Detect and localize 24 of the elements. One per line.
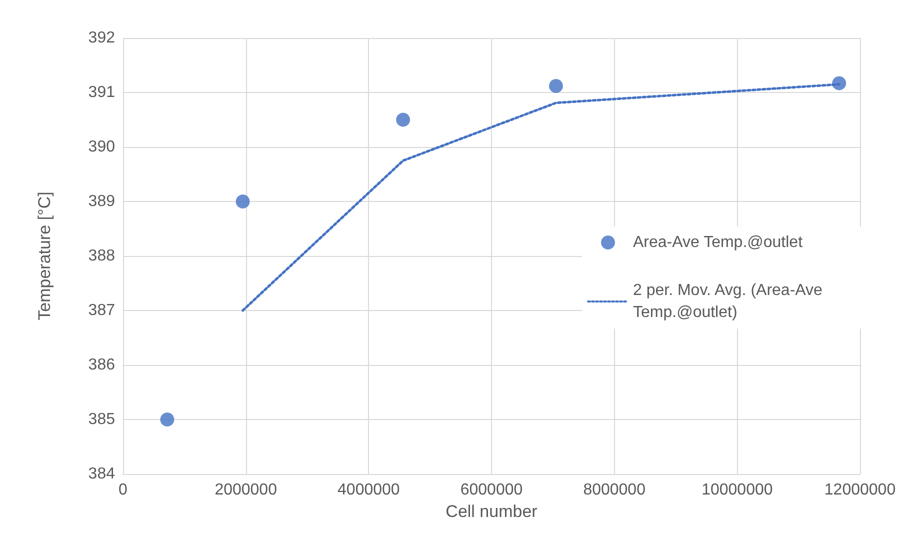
legend-label: Area-Ave Temp.@outlet [633, 234, 804, 251]
y-tick-label: 392 [88, 30, 116, 46]
y-axis-title: Temperature [°C] [35, 192, 54, 320]
y-tick-label: 390 [88, 138, 116, 156]
y-tick-label: 391 [88, 84, 116, 101]
y-tick-label: 384 [88, 466, 116, 482]
x-tick-label: 8000000 [583, 482, 646, 498]
x-tick-label: 6000000 [460, 482, 523, 498]
x-axis-title: Cell number [446, 502, 538, 521]
point [236, 194, 250, 208]
x-tick-label: 2000000 [214, 482, 278, 498]
point [396, 112, 410, 127]
x-tick-label: 10000000 [702, 482, 773, 498]
point [549, 78, 563, 93]
y-tick-label: 388 [88, 248, 116, 264]
y-tick-label: 386 [88, 356, 116, 374]
x-tick-label: 4000000 [338, 482, 400, 498]
y-tick-label: 387 [88, 302, 116, 319]
legend-label: 2 per. Mov. Avg. (Area-Ave Temp.@outlet) [633, 282, 827, 321]
y-tick-label: 389 [88, 193, 116, 210]
point [160, 412, 174, 426]
x-tick-label: 0 [118, 482, 128, 498]
x-tick-label: 12000000 [824, 482, 896, 498]
y-tick-label: 385 [88, 411, 116, 428]
